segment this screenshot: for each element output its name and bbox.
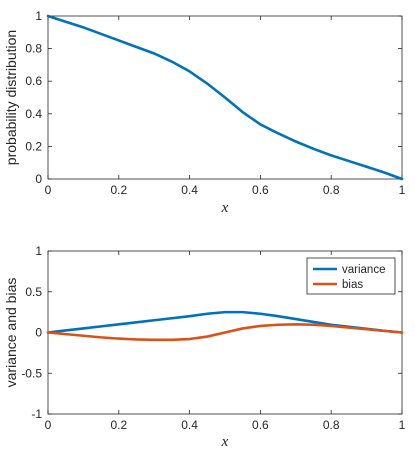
chart1-group: 0 0.2 0.4 0.6 0.8 1 0 0.2 0.4 0.6 0.8 1 x probability… [3,9,406,216]
chart1-ytick-label: 0.4 [25,107,42,121]
chart1-ytick-label: 0.6 [25,74,42,88]
chart1-xtick-label: 0.8 [323,183,340,197]
chart2-xtick-label: 0.6 [252,418,269,432]
chart1-axes-box [47,15,403,180]
chart2-ytick-label: 0 [35,326,42,340]
chart2-xtick-label: 1 [399,418,406,432]
chart2-xtick-label: 0.4 [181,418,198,432]
chart1-ytick-label: 0.2 [25,139,42,153]
chart1-xtick-label: 0.2 [110,183,127,197]
chart1-xtick-label: 0.6 [252,183,269,197]
chart1-xtick-label: 0.4 [181,183,198,197]
chart2-xtick-label: 0.8 [323,418,340,432]
chart1-x-axis-label: x [221,200,229,216]
chart2-variance-line [46,310,404,334]
chart2-legend: variance bias [306,257,396,295]
chart1-series-1-line [46,14,404,181]
chart1-xtick-label: 1 [399,183,406,197]
chart2-ytick-label: -0.5 [21,366,42,380]
chart2-xtick-label: 0 [45,418,52,432]
chart2-y-axis-label: variance and bias [3,278,19,388]
chart1-ytick-label: 0 [35,172,42,186]
chart2-group: 0 0.2 0.4 0.6 0.8 1 -1 -0.5 0 0.5 1 x variance and b… [3,244,406,450]
chart1-y-axis-label: probability distribution [3,30,19,165]
chart2-ytick-label: 1 [35,244,42,258]
chart2-bias-line [46,323,404,342]
chart2-legend-label-bias: bias [342,279,363,291]
chart1-ytick-label: 1 [35,9,42,23]
chart2-x-axis-label: x [221,434,229,450]
chart2-ytick-label: -1 [31,407,42,421]
chart2-xtick-label: 0.2 [110,418,127,432]
chart1-ytick-label: 0.8 [25,42,42,56]
chart1-xtick-label: 0 [45,183,52,197]
chart2-legend-label-variance: variance [342,264,385,276]
chart2-legend-box [306,257,396,295]
chart2-ytick-label: 0.5 [25,285,42,299]
